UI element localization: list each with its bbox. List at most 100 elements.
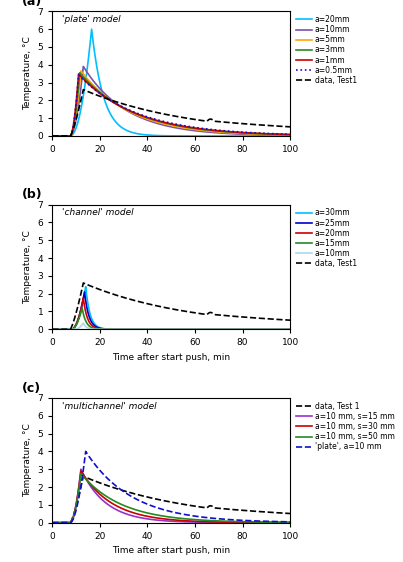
a=30mm <box>50 326 55 333</box>
Line: a=10mm: a=10mm <box>52 66 290 136</box>
Line: a=10 mm, s=30 mm: a=10 mm, s=30 mm <box>52 471 290 523</box>
a=10mm <box>288 326 293 333</box>
a=3mm <box>283 131 288 138</box>
Text: (b): (b) <box>21 188 42 201</box>
Line: 'plate', a=10 mm: 'plate', a=10 mm <box>52 451 290 523</box>
a=10 mm, s=30 mm <box>91 485 96 492</box>
a=10mm <box>81 63 86 70</box>
Line: a=5mm: a=5mm <box>52 71 290 136</box>
Y-axis label: Temperature, °C: Temperature, °C <box>23 37 32 111</box>
data, Test1 <box>81 280 86 287</box>
a=10 mm, s=30 mm <box>79 468 83 474</box>
a=1mm <box>50 133 55 139</box>
a=25mm <box>258 326 262 333</box>
a=15mm <box>283 326 288 333</box>
Line: a=30mm: a=30mm <box>52 287 290 329</box>
a=10 mm, s=50 mm <box>283 519 288 525</box>
a=25mm <box>283 326 288 333</box>
a=15mm <box>50 326 55 333</box>
a=20mm <box>288 326 293 333</box>
a=30mm <box>141 326 146 333</box>
Line: a=1mm: a=1mm <box>52 74 290 136</box>
a=30mm <box>83 283 88 290</box>
a=5mm <box>50 133 55 139</box>
data, Test1 <box>258 315 262 321</box>
data, Test1 <box>77 296 82 303</box>
a=10 mm, s=50 mm <box>258 519 262 525</box>
Text: 'multichannel' model: 'multichannel' model <box>62 402 156 411</box>
data, Test1 <box>283 316 288 323</box>
a=10 mm, s=30 mm <box>258 519 262 526</box>
a=20mm <box>141 326 146 333</box>
a=10mm <box>283 132 288 139</box>
a=10 mm, s=15 mm <box>77 478 82 484</box>
a=10 mm, s=15 mm <box>50 519 55 526</box>
a=3mm <box>288 132 293 138</box>
a=20mm <box>81 295 86 302</box>
a=10mm <box>283 326 288 333</box>
a=1mm <box>152 116 156 123</box>
data, Test 1 <box>141 493 146 500</box>
a=3mm <box>152 116 156 123</box>
data, Test1 <box>152 302 156 309</box>
a=3mm <box>50 133 55 139</box>
data, Test1 <box>258 121 262 128</box>
a=15mm <box>77 314 82 320</box>
Line: data, Test1: data, Test1 <box>52 283 290 329</box>
data, Test1 <box>288 317 293 324</box>
data, Test 1 <box>77 490 82 496</box>
data, Test1 <box>81 87 86 93</box>
a=0.5mm <box>141 112 146 119</box>
a=20mm <box>258 133 262 139</box>
a=10mm <box>77 324 82 331</box>
a=1mm <box>76 71 81 78</box>
a=5mm <box>79 67 83 74</box>
a=20mm <box>288 133 293 139</box>
a=10mm <box>152 326 156 333</box>
a=30mm <box>258 326 262 333</box>
Line: a=10mm: a=10mm <box>52 323 290 329</box>
a=15mm <box>152 326 156 333</box>
a=20mm <box>91 324 96 330</box>
a=5mm <box>77 82 82 89</box>
a=10mm <box>50 133 55 139</box>
X-axis label: Time after start push, min: Time after start push, min <box>112 353 231 362</box>
Text: 'plate' model: 'plate' model <box>62 15 120 24</box>
a=10 mm, s=50 mm <box>79 470 83 477</box>
a=15mm <box>91 325 96 332</box>
a=1mm <box>77 72 82 79</box>
a=30mm <box>91 319 96 326</box>
a=10mm <box>77 95 82 102</box>
a=30mm <box>77 312 82 319</box>
a=1mm <box>141 113 146 120</box>
'plate', a=10 mm <box>288 519 293 525</box>
a=10 mm, s=30 mm <box>283 519 288 526</box>
'plate', a=10 mm <box>258 518 262 524</box>
a=10 mm, s=50 mm <box>77 481 82 488</box>
a=25mm <box>152 326 156 333</box>
a=10 mm, s=15 mm <box>91 487 96 494</box>
data, Test1 <box>77 103 82 110</box>
a=0.5mm <box>91 85 96 92</box>
a=10 mm, s=15 mm <box>283 519 288 526</box>
'plate', a=10 mm <box>141 499 146 506</box>
'plate', a=10 mm <box>50 519 55 526</box>
data, Test 1 <box>81 473 86 480</box>
'plate', a=10 mm <box>152 504 156 510</box>
a=5mm <box>258 131 262 138</box>
a=3mm <box>91 84 96 90</box>
a=25mm <box>91 321 96 328</box>
a=5mm <box>288 132 293 138</box>
a=20mm <box>152 326 156 333</box>
a=10mm <box>91 326 96 333</box>
a=25mm <box>77 311 82 318</box>
a=15mm <box>288 326 293 333</box>
a=10mm <box>258 326 262 333</box>
Legend: data, Test 1, a=10 mm, s=15 mm, a=10 mm, s=30 mm, a=10 mm, s=50 mm, 'plate', a=1: data, Test 1, a=10 mm, s=15 mm, a=10 mm,… <box>296 402 395 451</box>
a=10 mm, s=15 mm <box>258 519 262 526</box>
data, Test 1 <box>283 510 288 516</box>
a=10 mm, s=15 mm <box>79 466 83 473</box>
a=15mm <box>258 326 262 333</box>
Line: a=0.5mm: a=0.5mm <box>52 75 290 136</box>
data, Test 1 <box>91 477 96 484</box>
